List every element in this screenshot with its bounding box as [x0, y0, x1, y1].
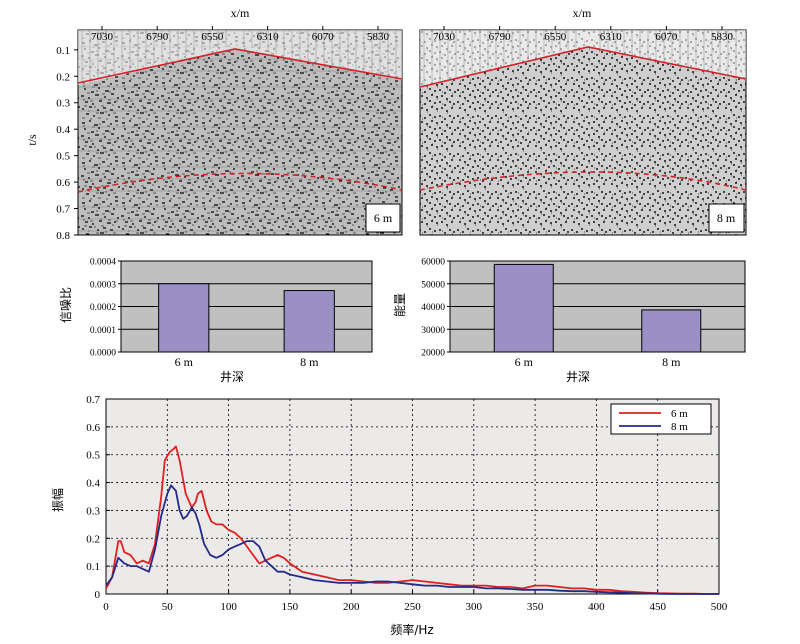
spectrum-y-tick-label: 0.1 [86, 561, 100, 573]
bar2-y-tick-label: 60000 [421, 258, 445, 268]
x-tick-label: 6310 [257, 31, 280, 43]
x-tick-label: 6070 [312, 31, 335, 43]
first-break-line-right [419, 46, 747, 88]
x-tick-label: 6550 [201, 31, 224, 43]
bar1-y-tick-label: 0.0001 [90, 326, 116, 336]
panel-label-8m: 8 m [708, 203, 745, 233]
t-tick-label: 0.8 [56, 230, 70, 242]
bar1-bar [283, 290, 335, 353]
x-tick-label: 5830 [367, 31, 390, 43]
bar1-y-tick-label: 0.0004 [90, 258, 116, 268]
spectrum-x-tick-label: 350 [527, 601, 544, 613]
svg-text:8 m: 8 m [717, 211, 736, 225]
seismic-panel-6m [77, 29, 403, 236]
spectrum-y-tick-label: 0.7 [86, 394, 100, 406]
spectrum-y-tick-label: 0.6 [86, 422, 100, 434]
seismic-panel-8m [419, 29, 747, 236]
t-tick-label: 0.4 [56, 124, 70, 136]
t-tick-label: 0.2 [56, 71, 70, 83]
bar2-y-tick-label: 20000 [421, 349, 445, 359]
x-tick-label: 7030 [433, 31, 456, 43]
bar2-y-tick-label: 50000 [421, 280, 445, 290]
t-tick-label: 0.5 [56, 151, 70, 163]
legend-label-0: 6 m [671, 408, 688, 420]
bar2-bar [493, 263, 554, 353]
seismic-sections: x/m x/m 7030 6790 6550 6310 6070 5830 7030 6790… [25, 6, 747, 242]
reflector-dashed-right [419, 171, 747, 191]
x-tick-label: 6790 [489, 31, 512, 43]
bar1-x-tick-label: 6 m [175, 355, 194, 369]
spectrum-x-tick-label: 450 [649, 601, 666, 613]
bar2-y-tick-label: 40000 [421, 303, 445, 313]
x-tick-label: 6790 [146, 31, 169, 43]
spectrum-series-line-0 [105, 445, 719, 595]
svg-text:6 m: 6 m [374, 211, 393, 225]
spectrum-y-tick-label: 0.3 [86, 505, 100, 517]
spectrum-x-tick-label: 400 [588, 601, 605, 613]
x-tick-label: 6310 [600, 31, 623, 43]
bar1-y-tick-label: 0.0002 [90, 303, 116, 313]
x-axis-label-right: x/m [573, 6, 592, 20]
spectrum-y-tick-label: 0.5 [86, 450, 100, 462]
spectrum-x-tick-label: 100 [220, 601, 237, 613]
panel-label-6m: 6 m [365, 203, 401, 233]
bar1-bar [158, 283, 210, 353]
t-tick-label: 0.3 [56, 98, 70, 110]
spectrum-y-tick-label: 0.2 [86, 533, 100, 545]
bar1-ylabel: 信噪比 [59, 287, 73, 323]
spectrum-line-chart: 振幅 频率/Hz 0 50 100 150 200 250 300 350 400 450 500 0… [50, 394, 728, 637]
x-tick-label: 6070 [655, 31, 678, 43]
spectrum-x-tick-label: 250 [404, 601, 421, 613]
bar1-xlabel: 井深 [220, 370, 244, 384]
x-tick-label: 5830 [711, 31, 734, 43]
spectrum-x-tick-label: 200 [343, 601, 360, 613]
bar2-ylabel: 能量 [393, 293, 407, 317]
bar2-x-tick-label: 8 m [662, 355, 681, 369]
spectrum-series-line-1 [105, 484, 719, 595]
bar1-y-tick-label: 0.0003 [90, 280, 116, 290]
first-break-line-left [77, 48, 403, 84]
bar1-y-tick-label: 0.0000 [90, 349, 116, 359]
bar2-bar [641, 309, 702, 353]
spectrum-x-tick-label: 500 [711, 601, 728, 613]
spectrum-y-tick-label: 0 [95, 589, 101, 601]
spectrum-xlabel: 频率/Hz [390, 622, 433, 637]
spectrum-ylabel: 振幅 [50, 488, 65, 512]
legend-label-1: 8 m [671, 421, 688, 433]
x-tick-label: 7030 [91, 31, 114, 43]
spectrum-x-tick-label: 300 [466, 601, 483, 613]
x-tick-label: 6550 [544, 31, 567, 43]
spectrum-legend-box [610, 403, 712, 435]
bar2-y-tick-label: 30000 [421, 326, 445, 336]
reflector-dashed-left [77, 172, 403, 193]
bar2-x-tick-label: 6 m [515, 355, 534, 369]
t-tick-label: 0.7 [56, 204, 70, 216]
spectrum-y-tick-label: 0.4 [86, 478, 100, 490]
bar2-xlabel: 井深 [566, 370, 590, 384]
spectrum-x-tick-label: 150 [282, 601, 299, 613]
spectrum-x-tick-label: 50 [162, 601, 174, 613]
spectrum-x-tick-label: 0 [103, 601, 109, 613]
t-tick-label: 0.6 [56, 177, 70, 189]
t-tick-label: 0.1 [56, 45, 70, 57]
bar1-x-tick-label: 8 m [300, 355, 319, 369]
t-axis-label: t/s [25, 134, 39, 146]
snr-bar-chart: 信噪比 井深 0.0000 0.0001 0.0002 0.0003 0.0004 6 m… [59, 258, 373, 384]
x-axis-label-left: x/m [231, 6, 250, 20]
energy-bar-chart: 能量 井深 20000 30000 40000 50000 60000 6 m 8 m [393, 258, 746, 384]
